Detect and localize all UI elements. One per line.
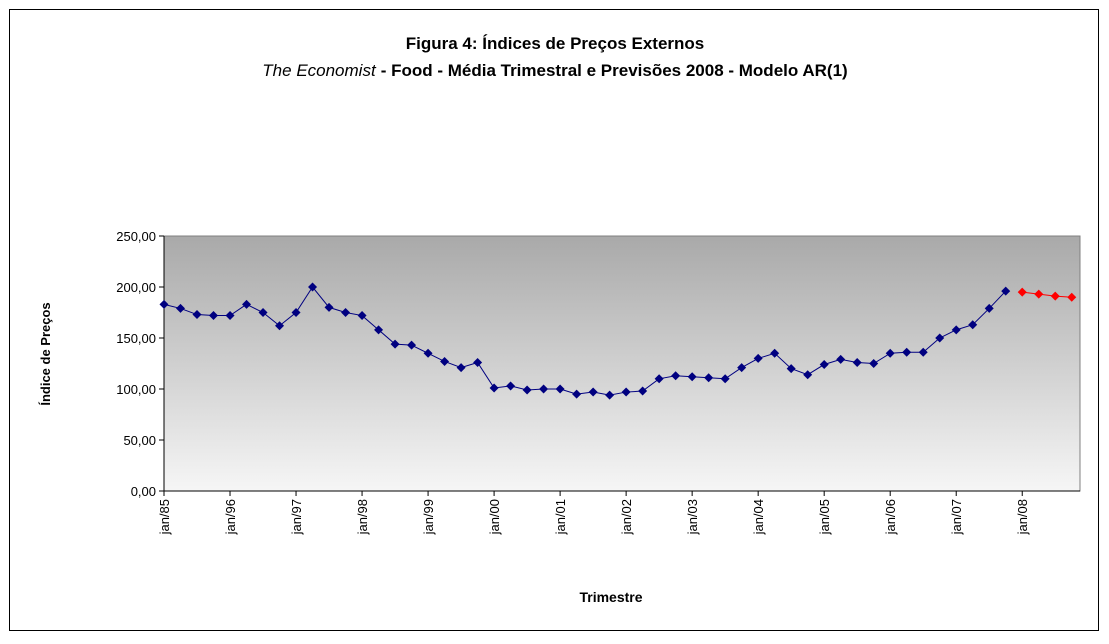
point bbox=[1050, 291, 1060, 301]
point bbox=[555, 384, 565, 394]
series-line bbox=[163, 286, 1007, 396]
point bbox=[291, 308, 301, 317]
point bbox=[407, 340, 417, 350]
point bbox=[374, 325, 384, 335]
point bbox=[1017, 287, 1027, 297]
x-axis-title: Trimestre bbox=[579, 589, 642, 605]
point bbox=[506, 381, 516, 391]
chart-title: Figura 4: Índices de Preços Externos bbox=[406, 34, 705, 53]
point bbox=[159, 299, 169, 309]
y-tick-label: 50,00 bbox=[123, 433, 156, 448]
y-tick-label: 0,00 bbox=[131, 484, 156, 499]
point bbox=[572, 389, 582, 399]
x-tick-label: jan/00 bbox=[487, 499, 502, 535]
point bbox=[869, 359, 879, 368]
point bbox=[968, 320, 978, 330]
point bbox=[275, 321, 285, 331]
x-tick-label: jan/98 bbox=[355, 499, 370, 535]
point bbox=[803, 370, 813, 380]
point bbox=[456, 363, 466, 373]
plot-area bbox=[163, 235, 1081, 492]
subtitle-italic: The Economist bbox=[262, 61, 377, 80]
point bbox=[341, 308, 351, 317]
point bbox=[176, 303, 186, 313]
point bbox=[489, 383, 499, 393]
point bbox=[786, 364, 796, 374]
point bbox=[209, 311, 219, 321]
y-tick-label: 100,00 bbox=[116, 382, 156, 397]
point bbox=[357, 311, 367, 321]
point bbox=[440, 356, 450, 366]
point bbox=[819, 360, 829, 370]
point bbox=[1001, 286, 1011, 296]
point bbox=[473, 357, 483, 367]
x-tick-label: jan/05 bbox=[817, 499, 832, 535]
point bbox=[308, 282, 318, 292]
point bbox=[687, 372, 697, 382]
x-tick-label: jan/02 bbox=[619, 499, 634, 535]
point bbox=[1067, 292, 1077, 302]
point bbox=[704, 373, 714, 383]
x-tick-label: jan/08 bbox=[1015, 499, 1030, 535]
point bbox=[753, 353, 763, 363]
x-tick-label: jan/06 bbox=[883, 499, 898, 535]
point bbox=[720, 374, 730, 384]
point bbox=[423, 348, 433, 358]
point bbox=[605, 390, 615, 400]
point bbox=[621, 387, 631, 397]
x-tick-label: jan/96 bbox=[223, 499, 238, 535]
point bbox=[671, 371, 681, 381]
point bbox=[737, 363, 747, 373]
y-tick-label: 250,00 bbox=[116, 229, 156, 244]
y-tick-label: 200,00 bbox=[116, 280, 156, 295]
subtitle-rest: - Food - Média Trimestral e Previsões 20… bbox=[381, 61, 848, 80]
x-tick-label: jan/01 bbox=[553, 499, 568, 535]
point bbox=[522, 385, 532, 395]
point bbox=[885, 348, 895, 358]
point bbox=[324, 302, 334, 312]
point bbox=[242, 299, 252, 309]
x-tick-label: jan/97 bbox=[289, 499, 304, 535]
point bbox=[902, 347, 912, 357]
point bbox=[638, 386, 648, 396]
point bbox=[770, 348, 780, 358]
point bbox=[935, 333, 945, 343]
x-tick-label: jan/85 bbox=[157, 499, 172, 535]
chart-subtitle: The Economist - Food - Média Trimestral e… bbox=[262, 61, 847, 80]
point bbox=[918, 347, 928, 357]
point bbox=[836, 354, 846, 364]
point bbox=[390, 339, 400, 349]
series-line bbox=[1022, 291, 1072, 298]
x-tick-label: jan/04 bbox=[751, 499, 766, 535]
y-tick-label: 150,00 bbox=[116, 331, 156, 346]
point bbox=[539, 384, 549, 394]
point bbox=[852, 357, 862, 367]
point bbox=[984, 303, 994, 313]
y-axis-title: Índice de Preços bbox=[38, 302, 53, 405]
x-tick-label: jan/99 bbox=[421, 499, 436, 535]
point bbox=[588, 387, 598, 397]
point bbox=[1034, 289, 1044, 299]
point bbox=[951, 325, 961, 335]
x-tick-label: jan/07 bbox=[949, 499, 964, 535]
point bbox=[258, 308, 268, 317]
point bbox=[192, 310, 202, 320]
point bbox=[225, 311, 235, 321]
point bbox=[654, 374, 664, 384]
x-tick-label: jan/03 bbox=[685, 499, 700, 535]
